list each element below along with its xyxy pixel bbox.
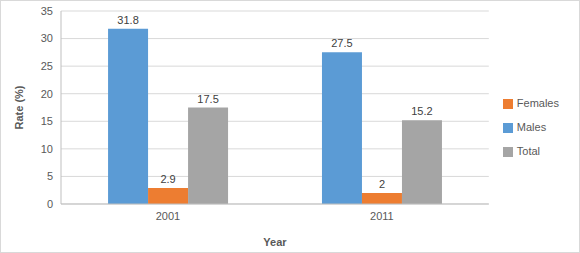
html-text:Males: Males [516, 120, 547, 133]
svg-text:2: 2 [379, 178, 385, 190]
html-text:Total: Total [516, 144, 541, 157]
svg-text:Rate (%): Rate (%) [13, 85, 25, 129]
svg-text:2.9: 2.9 [160, 173, 175, 185]
svg-text:25: 25 [41, 60, 53, 72]
svg-text:30: 30 [41, 32, 53, 44]
svg-text:20: 20 [41, 88, 53, 100]
svg-text:35: 35 [41, 5, 53, 17]
svg-text:5: 5 [47, 170, 53, 182]
svg-text:Year: Year [263, 236, 287, 248]
svg-text:15: 15 [41, 115, 53, 127]
svg-text:0: 0 [47, 198, 53, 210]
svg-text:27.5: 27.5 [331, 37, 352, 49]
svg-text:15.2: 15.2 [411, 105, 432, 117]
svg-text:17.5: 17.5 [197, 93, 218, 105]
svg-text:10: 10 [41, 143, 53, 155]
svg-text:31.8: 31.8 [117, 14, 138, 26]
html-text:Females: Females [516, 96, 559, 109]
svg-text:2001: 2001 [156, 210, 180, 222]
svg-text:2011: 2011 [370, 210, 394, 222]
